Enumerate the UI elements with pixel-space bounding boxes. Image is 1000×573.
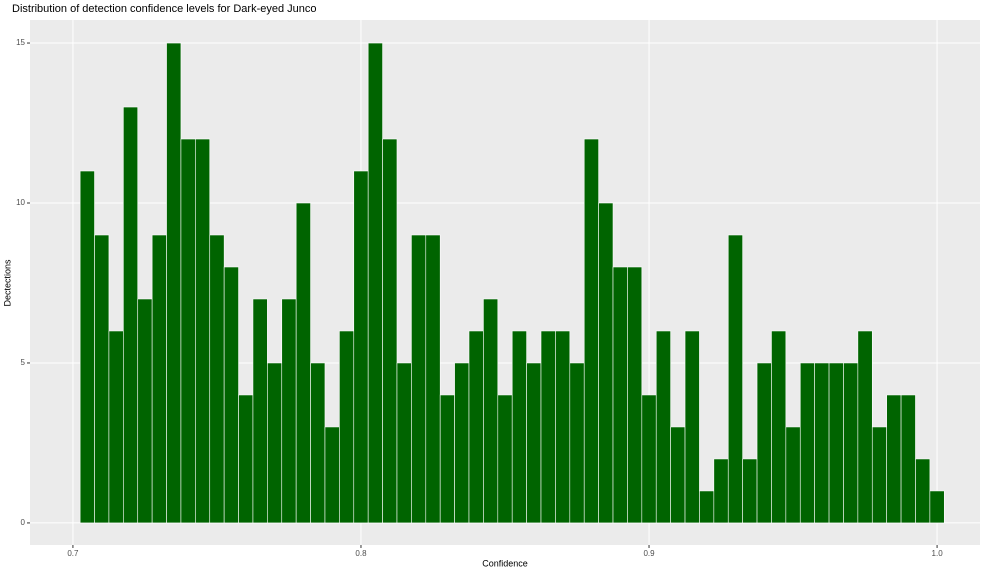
bar	[598, 202, 614, 524]
bar	[108, 330, 124, 524]
bar	[267, 362, 283, 524]
bar	[497, 394, 513, 524]
y-tick-label: 15	[16, 38, 25, 47]
bar	[180, 138, 196, 524]
bar	[339, 330, 355, 524]
x-tick-label: 0.7	[67, 549, 79, 558]
x-tick-label: 0.9	[643, 549, 655, 558]
bar	[511, 330, 527, 524]
bar	[151, 234, 167, 524]
y-tick-label: 5	[21, 358, 26, 367]
bar	[425, 234, 441, 524]
bar	[583, 138, 599, 524]
y-tick-label: 0	[21, 518, 26, 527]
bar	[310, 362, 326, 524]
bar	[281, 298, 297, 524]
bar	[137, 298, 153, 524]
bar	[555, 330, 571, 524]
bar	[684, 330, 700, 524]
bar	[540, 330, 556, 524]
bar	[166, 42, 182, 524]
bar	[195, 138, 211, 524]
bar	[238, 394, 254, 524]
bar	[468, 330, 484, 524]
y-axis-title: Dectections	[2, 259, 12, 307]
bar	[223, 266, 239, 524]
bar	[670, 426, 686, 524]
bar	[209, 234, 225, 524]
bar	[771, 330, 787, 524]
bar	[454, 362, 470, 524]
bar	[699, 490, 715, 524]
x-tick-label: 1.0	[932, 549, 944, 558]
bar	[857, 330, 873, 524]
bar	[94, 234, 110, 524]
bar	[843, 362, 859, 524]
bar	[396, 362, 412, 524]
bar	[871, 426, 887, 524]
bar	[799, 362, 815, 524]
bar	[886, 394, 902, 524]
chart-title: Distribution of detection confidence lev…	[12, 3, 317, 15]
bar	[756, 362, 772, 524]
bars	[79, 42, 945, 524]
bar	[353, 170, 369, 524]
bar	[123, 106, 139, 524]
bar	[742, 458, 758, 524]
bar	[900, 394, 916, 524]
bar	[814, 362, 830, 524]
bar	[828, 362, 844, 524]
bar	[915, 458, 931, 524]
bar	[79, 170, 95, 524]
bar	[382, 138, 398, 524]
bar	[526, 362, 542, 524]
bar	[655, 330, 671, 524]
bar	[713, 458, 729, 524]
bar	[641, 394, 657, 524]
bar	[439, 394, 455, 524]
y-tick-label: 10	[16, 198, 25, 207]
bar	[727, 234, 743, 524]
bar	[367, 42, 383, 524]
bar	[929, 490, 945, 524]
bar	[483, 298, 499, 524]
x-axis-title: Confidence	[482, 558, 528, 568]
bar	[295, 202, 311, 524]
bar	[612, 266, 628, 524]
bar	[569, 362, 585, 524]
bar	[252, 298, 268, 524]
bar	[785, 426, 801, 524]
x-tick-label: 0.8	[355, 549, 367, 558]
bar	[324, 426, 340, 524]
bar	[411, 234, 427, 524]
bar	[627, 266, 643, 524]
